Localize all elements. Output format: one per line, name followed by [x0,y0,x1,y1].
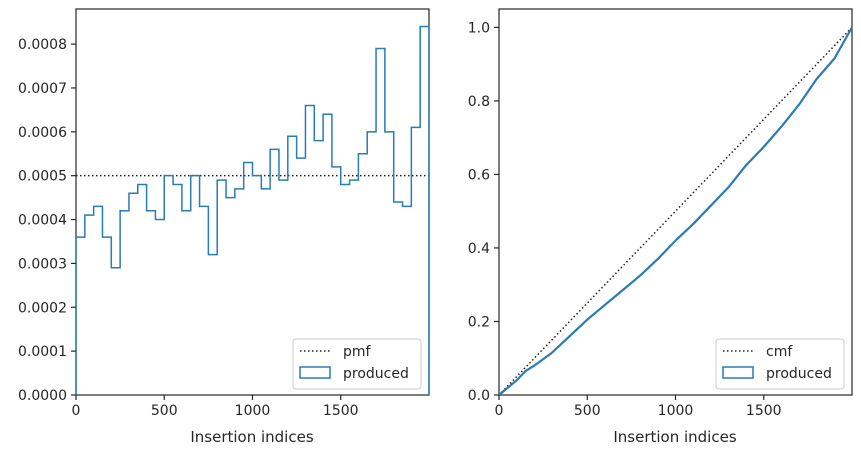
legend-produced-label: produced [343,366,409,382]
y-axis-ticks: 0.0000 0.0001 0.0002 0.0003 0.0004 0.0005 0.00… [18,37,76,404]
histogram-panel: 0 500 1000 1500 0.00000.00010.00020.00030.0… [18,8,430,446]
y-tick-label: 0.2 [468,314,490,330]
x-axis-ticks: 0 500 1000 1500 [495,395,782,419]
y-tick-label: 0.0004 [18,213,67,229]
y-tick-label: 0.0 [468,388,490,404]
y-axis-ticks: 0.0 0.2 0.4 0.6 0.8 1.0 [468,20,499,404]
x-axis-label: Insertion indices [613,428,736,446]
y-tick-label: 0.0006 [18,125,67,141]
legend-produced-swatch [722,366,754,379]
y-tick-label: 0.0003 [18,256,67,272]
x-tick-label: 1000 [658,403,694,419]
produced-line [498,26,853,396]
produced-step-outline [75,25,430,395]
y-tick-label: 0.0005 [18,169,67,185]
plot-area-frame [498,8,853,396]
y-tick-label: 0.0001 [18,344,67,360]
y-tick-label: 0.4 [468,241,490,257]
legend-produced-swatch [299,366,331,379]
cumulative-panel: 0 500 1000 1500 0.0 0.2 0.4 0.6 0.8 1.0 Insertio… [468,8,853,446]
y-tick-label: 0.6 [468,167,490,183]
produced-histogram [75,25,430,395]
x-tick-label: 0 [72,403,81,419]
legend: cmf produced [715,338,845,390]
x-axis-ticks: 0 500 1000 1500 [72,395,359,419]
x-tick-label: 1000 [235,403,271,419]
x-tick-label: 1500 [323,403,359,419]
x-tick-label: 0 [495,403,504,419]
legend-cmf-label: cmf [766,344,793,360]
y-tick-label: 0.0000 [18,388,67,404]
legend-produced-label: produced [766,366,832,382]
legend-pmf-label: pmf [343,344,372,360]
x-tick-label: 500 [574,403,601,419]
cmf-reference-line [498,26,853,396]
y-tick-label: 0.0008 [18,37,67,53]
y-tick-label: 1.0 [468,20,490,36]
x-axis-label: Insertion indices [190,428,313,446]
x-tick-label: 1500 [746,403,782,419]
y-tick-label: 0.8 [468,94,490,110]
legend: pmf produced [292,338,422,390]
cmf-line [498,26,853,396]
produced-cumulative-line [498,26,853,396]
x-tick-label: 500 [151,403,178,419]
y-tick-label: 0.0002 [18,300,67,316]
y-tick-label: 0.0007 [18,81,67,97]
